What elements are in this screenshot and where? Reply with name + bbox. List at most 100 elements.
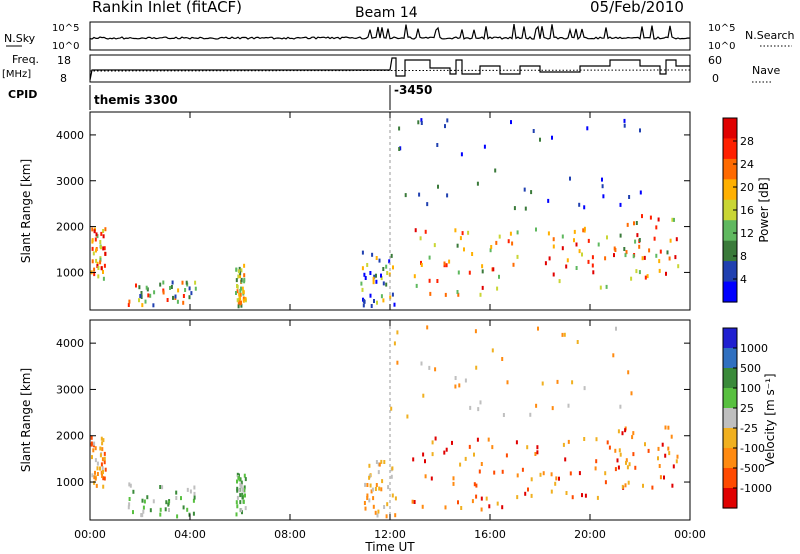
data-cell [141,498,144,503]
data-cell [452,476,455,481]
data-cell [677,264,680,269]
data-cell [587,259,590,264]
data-cell [501,357,504,361]
data-cell [239,271,242,276]
data-cell [406,414,409,419]
colorbar-tick-label: 12 [740,227,754,240]
data-cell [655,225,658,230]
data-cell [478,469,481,474]
data-cell [362,298,365,303]
data-cell [601,184,604,189]
colorbar-tick-label: 4 [740,273,747,286]
colorbar-tick-label: 24 [740,158,754,171]
data-cell [413,500,416,504]
data-cell [539,472,542,477]
data-cell [571,380,574,385]
data-cell [127,303,130,307]
data-cell [481,285,484,290]
data-cell [394,513,397,518]
velocity-panel: 1000 2000 3000 4000 00:00 04:00 08:00 12:00 16:… [19,319,777,554]
velocity-data-cells [90,325,679,519]
nave-tick-top: 60 [708,54,722,67]
data-cell [100,470,103,475]
colorbar-swatch [723,118,737,139]
data-cell [188,286,191,291]
data-cell [364,482,367,487]
data-cell [468,444,471,449]
data-cell [92,448,95,453]
data-cell [631,435,634,440]
nsky-label: N.Sky [4,32,36,45]
data-cell [599,285,602,290]
data-cell [238,297,240,302]
data-cell [657,217,660,222]
nave-trace [89,57,690,81]
data-cell [242,296,245,301]
data-cell [463,247,465,252]
data-cell [95,258,98,263]
data-cell [193,485,196,490]
data-cell [94,470,96,475]
data-cell [149,508,152,513]
data-cell [668,451,671,456]
data-cell [371,252,374,257]
data-cell [556,379,559,384]
data-cell [564,457,567,462]
data-cell [412,457,415,462]
data-cell [431,440,434,445]
data-cell [235,512,238,517]
data-cell [551,135,553,140]
data-cell [619,404,622,409]
data-cell [165,500,168,505]
data-cell [239,288,242,293]
data-cell [578,471,581,476]
data-cell [101,457,104,462]
data-cell [625,460,627,465]
colorbar-swatch [723,448,737,469]
data-cell [235,278,238,283]
data-cell [459,462,462,467]
power-y-ticks: 1000 2000 3000 4000 [56,129,690,279]
data-cell [239,482,242,487]
data-cell [485,496,488,501]
colorbar-tick-label: -1000 [740,482,772,495]
colorbar-swatch [723,468,737,489]
freq-unit: [MHz] [2,69,31,80]
data-cell [152,499,155,504]
data-cell [235,291,237,295]
data-cell [480,507,483,512]
data-cell [655,253,658,258]
data-cell [426,325,429,330]
data-cell [239,296,242,301]
data-cell [576,340,579,344]
data-cell [430,476,433,481]
data-cell [493,470,496,475]
nsearch-label: N.Search [745,29,795,42]
colorbar-tick-label: 16 [740,204,754,217]
data-cell [639,190,642,195]
data-cell [561,234,564,239]
data-cell [240,303,243,308]
data-cell [91,473,94,478]
data-cell [575,266,578,270]
data-cell [188,295,191,300]
data-cell [646,274,649,279]
data-cell [445,263,448,268]
data-cell [634,465,637,470]
data-cell [434,367,437,372]
data-cell [243,485,246,490]
data-cell [241,487,244,492]
data-cell [192,511,195,516]
colorbar-swatch [723,220,737,242]
data-cell [648,248,651,253]
data-cell [437,184,439,189]
data-cell [489,248,492,253]
data-cell [459,236,462,241]
data-cell [506,380,509,385]
data-cell [102,484,105,489]
data-cell [550,472,553,477]
data-cell [236,486,239,491]
data-cell [505,453,508,458]
data-cell [138,298,140,303]
data-cell [128,502,131,507]
